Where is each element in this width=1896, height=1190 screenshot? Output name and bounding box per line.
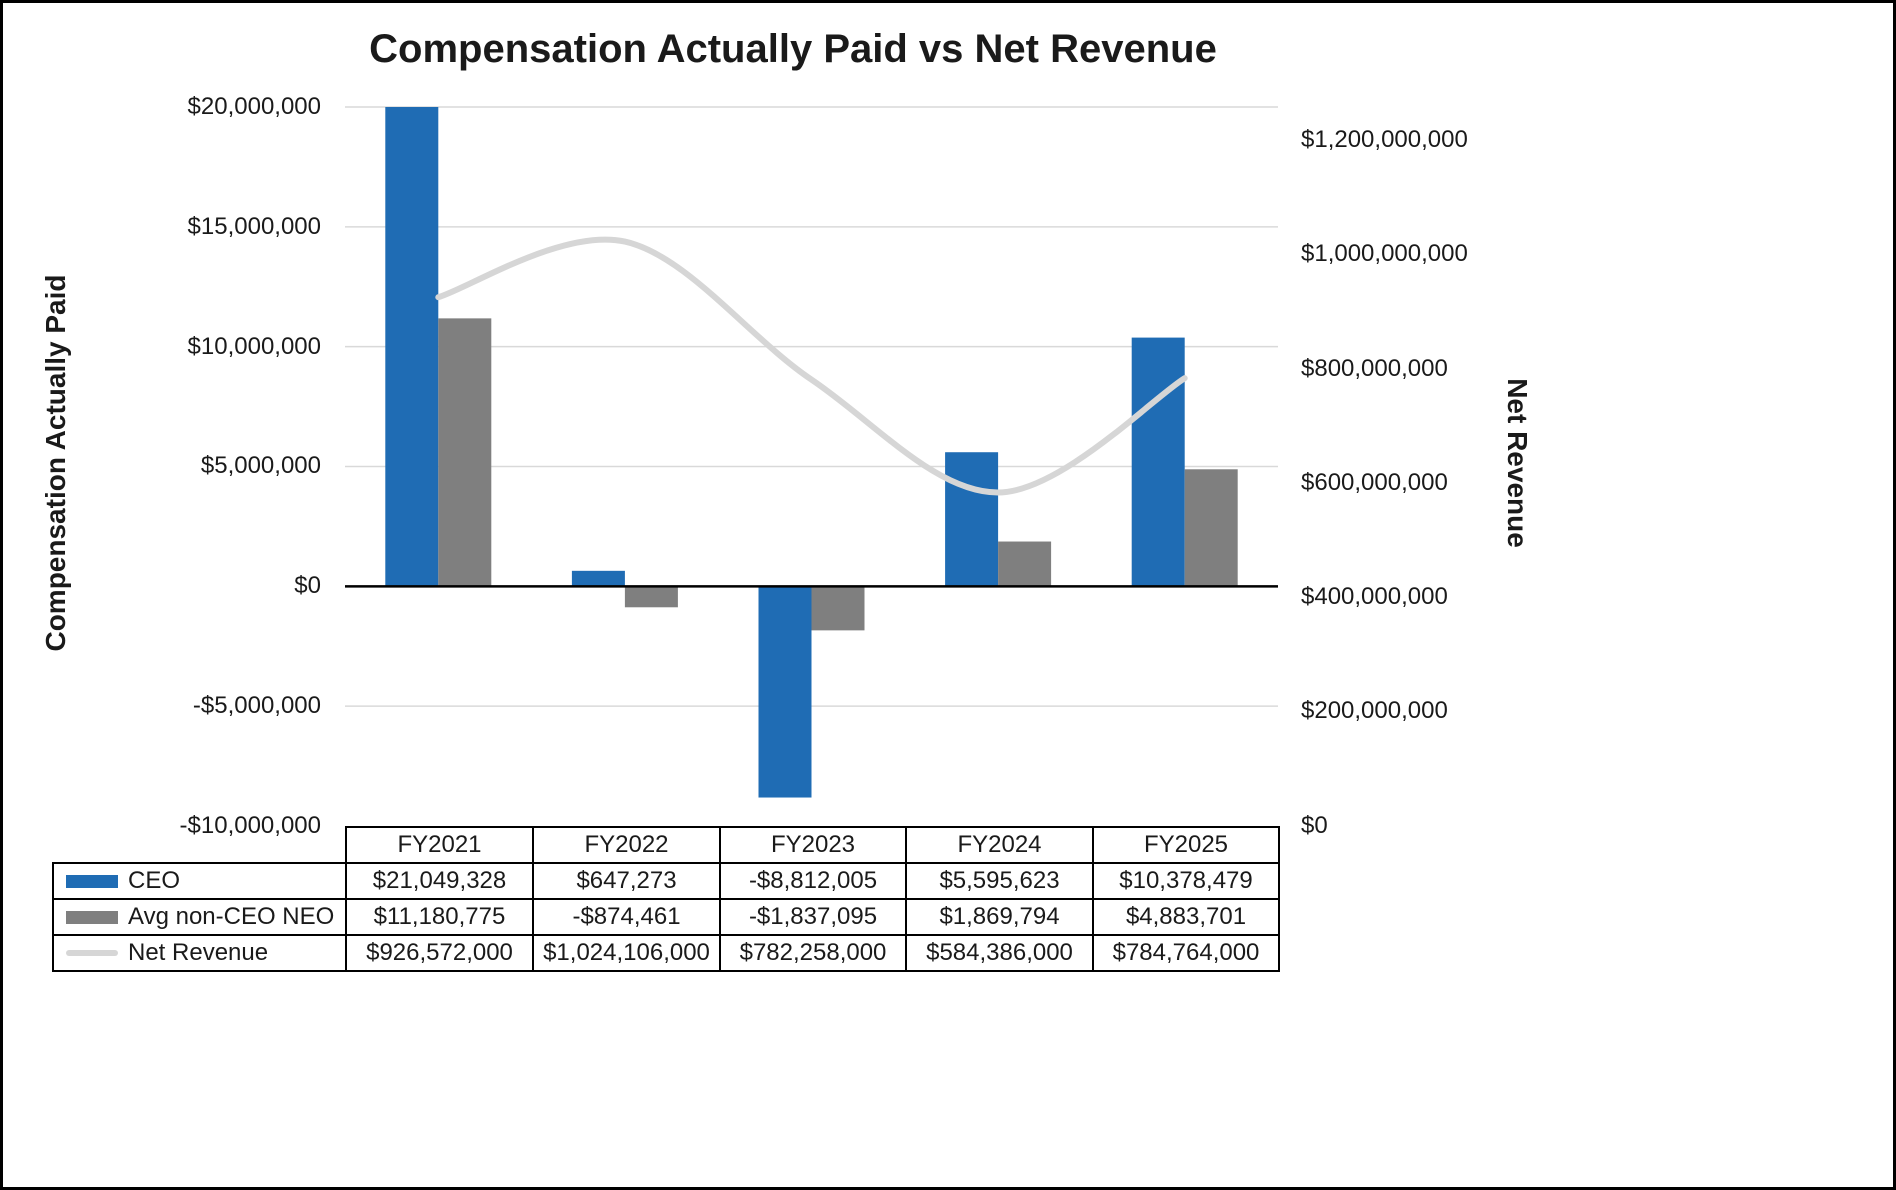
table-cell: $926,572,000 [345,934,534,972]
table-cell: $21,049,328 [345,862,534,900]
neo-bar [998,541,1052,587]
right-axis-tick: $800,000,000 [1301,355,1448,382]
table-cell: $782,258,000 [719,934,907,972]
left-axis-tick: $15,000,000 [187,213,321,240]
table-cell: $647,273 [532,862,721,900]
column-header-fy2025: FY2025 [1092,826,1280,864]
left-axis-tick: $10,000,000 [187,333,321,360]
revenue-legend-swatch [66,950,118,956]
right-axis-tick: $600,000,000 [1301,469,1448,496]
table-cell: $784,764,000 [1092,934,1280,972]
left-axis-tick: $20,000,000 [187,93,321,120]
table-row-revenue: Net Revenue $926,572,000 $1,024,106,000 … [52,934,1280,972]
neo-bar [624,586,678,608]
left-axis-tick: $0 [294,572,321,599]
neo-bar [438,318,492,587]
left-axis-tick: -$5,000,000 [192,692,321,719]
table-cell: $584,386,000 [905,934,1094,972]
ceo-legend-swatch [66,874,118,888]
right-axis-tick: $1,200,000,000 [1301,126,1468,153]
data-table: FY2021 FY2022 FY2023 FY2024 FY2025 CEO $… [52,826,1280,972]
table-cell: $4,883,701 [1092,898,1280,936]
ceo-bar [385,107,439,587]
table-cell: $5,595,623 [905,862,1094,900]
column-header-fy2023: FY2023 [719,826,907,864]
table-corner-cell [53,827,346,863]
bars-group [385,107,1238,798]
table-cell: $1,024,106,000 [532,934,721,972]
neo-legend-label: Avg non-CEO NEO [128,903,335,930]
neo-bar [811,586,865,631]
ceo-bar [945,452,999,587]
ceo-bar [1131,337,1185,587]
neo-bar [1184,469,1238,587]
table-cell: -$8,812,005 [719,862,907,900]
right-axis-tick: $400,000,000 [1301,583,1448,610]
neo-legend-swatch [66,910,118,924]
legend-cell-neo: Avg non-CEO NEO [52,898,347,936]
ceo-bar [571,570,625,587]
legend-cell-ceo: CEO [52,862,347,900]
column-header-fy2021: FY2021 [345,826,534,864]
table-cell: $10,378,479 [1092,862,1280,900]
table-row-neo: Avg non-CEO NEO $11,180,775 -$874,461 -$… [52,898,1280,936]
table-cell: $1,869,794 [905,898,1094,936]
table-cell: $11,180,775 [345,898,534,936]
right-axis-tick: $1,000,000,000 [1301,240,1468,267]
chart-title: Compensation Actually Paid vs Net Revenu… [369,27,1217,71]
ceo-bar [758,586,812,798]
table-row-ceo: CEO $21,049,328 $647,273 -$8,812,005 $5,… [52,862,1280,900]
legend-cell-revenue: Net Revenue [52,934,347,972]
right-axis-tick: $0 [1301,812,1328,839]
net-revenue-line [435,236,1188,496]
left-axis-tick: $5,000,000 [200,452,321,479]
left-axis-tick: -$10,000,000 [179,812,321,839]
table-header-row: FY2021 FY2022 FY2023 FY2024 FY2025 [53,826,1280,864]
combo-chart-plot [345,106,1278,798]
right-axis-tick: $200,000,000 [1301,697,1448,724]
column-header-fy2024: FY2024 [905,826,1094,864]
revenue-legend-label: Net Revenue [128,939,269,966]
ceo-legend-label: CEO [128,867,181,894]
column-header-fy2022: FY2022 [532,826,721,864]
table-cell: -$1,837,095 [719,898,907,936]
table-cell: -$874,461 [532,898,721,936]
